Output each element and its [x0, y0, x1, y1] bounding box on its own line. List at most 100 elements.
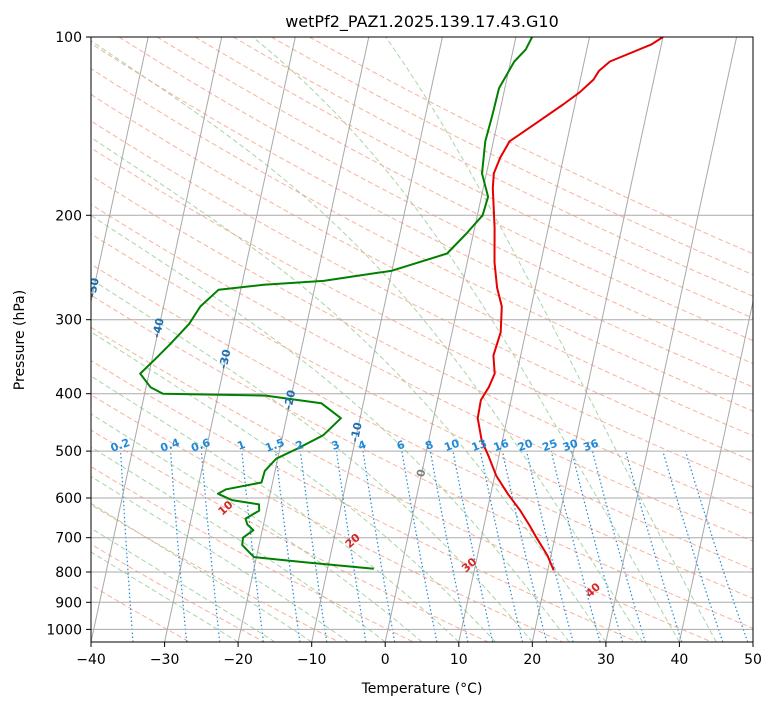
dry-adiabat-line	[91, 175, 753, 515]
moist-adiabat-line	[91, 331, 496, 642]
mixing-ratio-label: 0.4	[159, 436, 182, 455]
mixing-ratio-line	[299, 451, 328, 642]
moist-adiabat-line	[91, 375, 460, 642]
y-axis: 100 200 300 400 500 600 700 800 900 1000	[46, 30, 91, 638]
isotherm-line	[458, 37, 590, 642]
dry-adiabat-line	[156, 37, 753, 342]
isotherms	[91, 37, 753, 642]
isotherm-label: -50	[85, 276, 102, 299]
isotherm-label: -20	[281, 388, 298, 411]
moist-adiabat-line	[91, 278, 533, 642]
isotherm-line	[164, 37, 296, 642]
y-tick-label: 500	[55, 444, 82, 460]
x-tick-label: −10	[297, 652, 327, 668]
isotherm-label: -40	[150, 317, 167, 340]
x-tick-label: −20	[223, 652, 253, 668]
isotherm-label: -30	[217, 348, 234, 371]
moist-adiabat-line	[91, 136, 607, 642]
temperature-line	[476, 37, 664, 571]
mixing-ratio-line	[200, 451, 221, 642]
mixing-ratio-line	[429, 450, 469, 642]
y-tick-label: 1000	[46, 622, 82, 638]
y-tick-label: 400	[55, 387, 82, 403]
dry-adiabat-line	[91, 294, 753, 629]
y-axis-title: Pressure (hPa)	[12, 290, 28, 390]
y-tick-label: 200	[55, 208, 82, 224]
x-tick-label: −30	[150, 652, 180, 668]
mixing-ratio-line	[241, 451, 265, 642]
y-tick-label: 600	[55, 491, 82, 507]
mixing-ratio-label: 6	[395, 438, 407, 453]
mixing-ratio-label: 20	[516, 437, 535, 455]
mixing-ratio-label: 30	[561, 437, 580, 455]
isotherm-label: 0	[414, 468, 428, 479]
chart-title: wetPf2_PAZ1.2025.139.17.43.G10	[285, 12, 559, 32]
dewpoint-line	[139, 37, 533, 570]
dry-adiabat-line	[194, 37, 753, 319]
mixing-ratio-label: 25	[540, 437, 559, 454]
isotherm-line	[605, 37, 738, 642]
x-tick-label: −40	[76, 652, 106, 668]
isotherm-line	[678, 299, 753, 642]
mixing-ratio-line	[526, 450, 574, 642]
mixing-ratio-label: 0.2	[109, 436, 132, 455]
x-tick-label: 50	[744, 652, 762, 668]
dry-adiabat-line	[91, 203, 753, 542]
x-axis: −40 −30 −20 −10 0 10 20 30 40 50	[76, 642, 762, 668]
y-tick-label: 700	[55, 531, 82, 547]
mixing-ratio-label: 0.6	[189, 436, 212, 455]
mixing-ratio-label: 16	[492, 437, 511, 455]
mixing-ratio-line	[684, 450, 749, 642]
mixing-ratio-line	[275, 451, 301, 642]
mixing-ratio-line	[401, 450, 438, 642]
dry-adiabat-line	[91, 93, 753, 437]
isotherm-line	[91, 37, 223, 642]
moist-adiabat-line	[91, 40, 644, 642]
x-tick-label: 10	[450, 652, 468, 668]
mixing-ratio-line	[571, 450, 624, 642]
mixing-ratio-label: 1	[235, 438, 247, 453]
mixing-ratio-label: 3	[330, 438, 342, 453]
dry-adiabat-line	[91, 584, 190, 642]
isotherm-line	[91, 37, 149, 304]
moist-adiabats	[91, 37, 717, 642]
moist-adiabat-line	[252, 37, 680, 642]
moist-adiabat-line	[91, 475, 349, 642]
x-tick-label: 30	[597, 652, 615, 668]
mixing-ratio-label: 10	[442, 437, 461, 455]
dry-adiabat-line	[91, 359, 638, 642]
mixing-ratio-lines	[120, 450, 749, 642]
isotherm-line	[311, 37, 443, 642]
mixing-ratio-line	[662, 450, 724, 642]
dry-adiabat-line	[91, 68, 753, 412]
dry-adiabat-line	[91, 263, 753, 600]
isotherm-line	[237, 37, 370, 642]
isotherm-label: -10	[348, 421, 365, 444]
moist-adiabat-line	[91, 214, 570, 642]
dry-adiabat-line	[91, 466, 414, 642]
mixing-ratio-line	[625, 450, 683, 642]
moist-adiabat-line	[91, 413, 423, 642]
sounding-series	[139, 37, 664, 571]
mixing-ratio-label: 36	[582, 437, 601, 455]
dry-adiabat-line	[91, 543, 265, 642]
x-tick-label: 0	[381, 652, 390, 668]
x-axis-title: Temperature (°C)	[361, 681, 483, 697]
mixing-ratio-line	[501, 450, 548, 642]
mixing-ratio-label: 4	[356, 438, 368, 453]
plot-area: -100-90-80-70-60-50-40-30-20-1000.10.20.…	[85, 37, 753, 642]
x-tick-label: 40	[670, 652, 688, 668]
mixing-ratio-label: 8	[423, 438, 435, 453]
dry-adiabat-line	[91, 429, 489, 642]
mixing-ratio-label: 13	[470, 437, 489, 454]
y-tick-label: 300	[55, 313, 82, 329]
mixing-ratio-line	[170, 451, 188, 642]
plot-frame	[90, 36, 754, 643]
x-tick-label: 20	[523, 652, 541, 668]
mixing-ratio-label: 1.5	[263, 436, 286, 455]
y-tick-label: 100	[55, 30, 82, 46]
mixing-ratio-line	[335, 451, 367, 642]
mixing-ratio-line	[550, 450, 601, 642]
moist-adiabat-line	[91, 551, 239, 642]
